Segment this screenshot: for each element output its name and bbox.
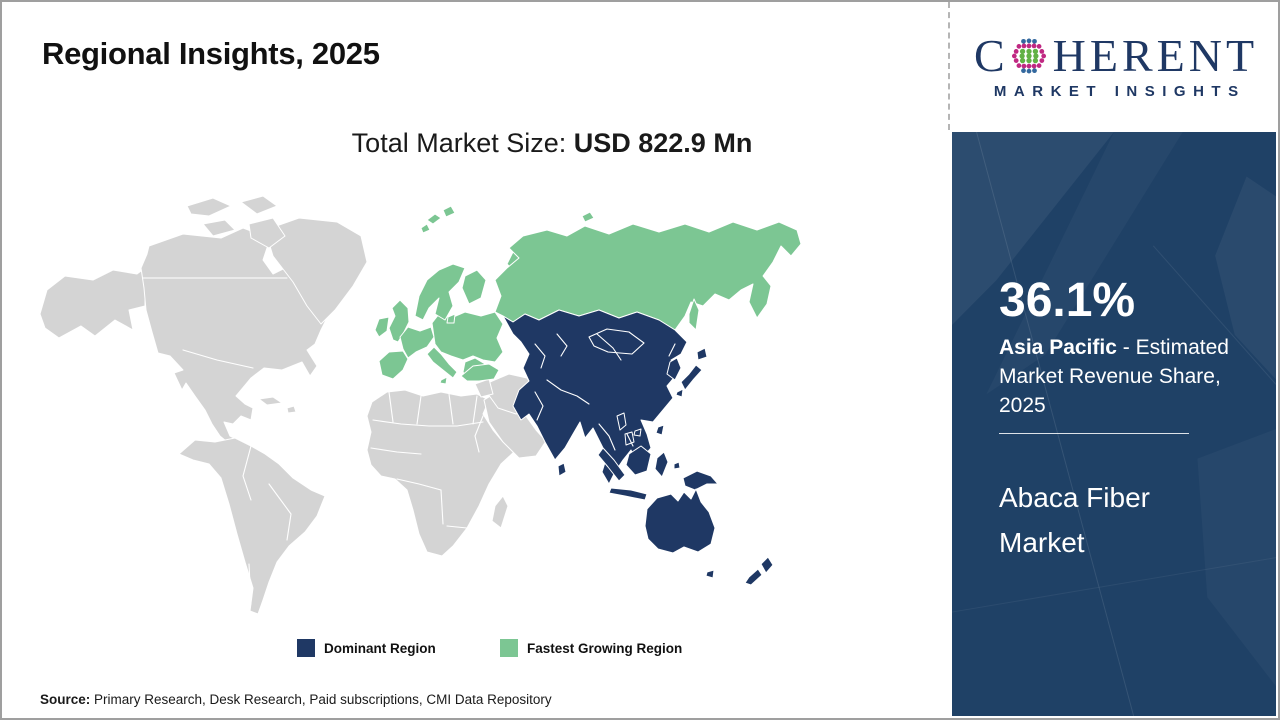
source-label: Source: xyxy=(40,692,91,707)
panel-rule xyxy=(999,432,1189,434)
market-size-label: Total Market Size: xyxy=(351,128,574,158)
source-text: Primary Research, Desk Research, Paid su… xyxy=(90,692,552,707)
stat-suffix: - Estimated Market Revenue Share, 2025 xyxy=(999,336,1229,417)
stat-description: Asia Pacific - Estimated Market Revenue … xyxy=(999,334,1244,421)
world-map xyxy=(39,195,802,615)
market-size-value: USD 822.9 Mn xyxy=(573,128,753,158)
stat-region: Asia Pacific xyxy=(999,336,1117,359)
coherent-logo: C HERENT xyxy=(952,2,1278,131)
legend-swatch-dominant xyxy=(297,639,315,657)
market-size-line: Total Market Size: USD 822.9 Mn xyxy=(152,128,952,159)
logo-globe-icon xyxy=(1011,38,1046,74)
dashed-divider xyxy=(948,2,950,130)
country-borders xyxy=(142,277,676,605)
stat-value: 36.1% xyxy=(999,274,1136,327)
region-other xyxy=(39,195,547,615)
legend-label-fastest-growing: Fastest Growing Region xyxy=(527,640,683,656)
legend-swatch-fastest-growing xyxy=(500,639,518,657)
panel-map-texture xyxy=(952,132,1276,716)
legend-label-dominant: Dominant Region xyxy=(324,640,436,656)
logo-letter-c: C xyxy=(973,30,1005,81)
legend-item-dominant: Dominant Region xyxy=(297,639,436,657)
region-dominant xyxy=(502,309,774,586)
page-title: Regional Insights, 2025 xyxy=(42,36,380,71)
sidebar-panel: 36.1% Asia Pacific - Estimated Market Re… xyxy=(952,132,1276,716)
source-line: Source: Primary Research, Desk Research,… xyxy=(40,692,552,707)
logo-tagline: MARKET INSIGHTS xyxy=(993,83,1246,100)
logo-letters-rest: HERENT xyxy=(1052,30,1259,81)
region-fastest-growing xyxy=(374,205,802,385)
market-name: Abaca Fiber Market xyxy=(999,481,1150,558)
legend-item-fastest-growing: Fastest Growing Region xyxy=(500,639,682,657)
